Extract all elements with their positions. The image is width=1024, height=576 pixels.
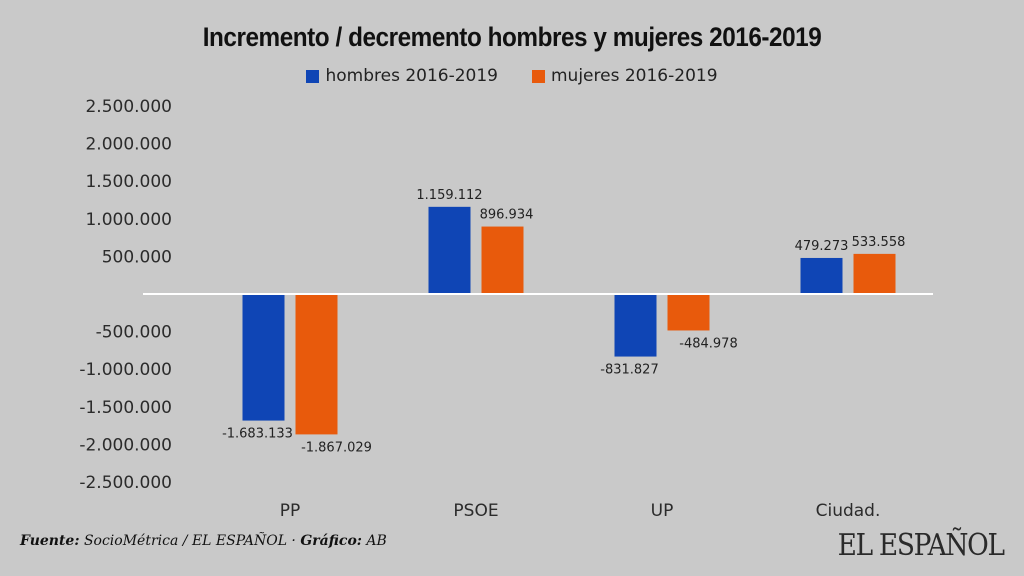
x-tick-label: UP bbox=[651, 501, 674, 521]
source-label: Fuente: bbox=[20, 533, 80, 549]
legend-swatch-mujeres bbox=[532, 69, 545, 83]
y-tick-label: 2.000.000 bbox=[85, 135, 172, 155]
source-footer: Fuente: SocioMétrica / EL ESPAÑOL · Gráf… bbox=[20, 533, 387, 549]
bar-hombres-pp bbox=[242, 294, 285, 421]
data-label: 479.273 bbox=[795, 239, 849, 254]
graphic-text: AB bbox=[361, 533, 387, 549]
legend-swatch-hombres bbox=[306, 69, 320, 83]
bar-hombres-psoe bbox=[428, 206, 471, 294]
data-label: 533.558 bbox=[852, 235, 906, 250]
graphic-label: Gráfico: bbox=[300, 533, 362, 549]
y-tick-label: 1.500.000 bbox=[85, 172, 172, 192]
x-tick-label: PP bbox=[280, 501, 301, 521]
x-tick-label: Ciudad. bbox=[816, 501, 881, 521]
y-tick-label: -2.500.000 bbox=[79, 473, 172, 493]
bar-mujeres-pp bbox=[295, 294, 338, 435]
bar-hombres-ciudad bbox=[800, 257, 843, 294]
bar-mujeres-psoe bbox=[481, 226, 524, 294]
data-label: -484.978 bbox=[679, 336, 737, 351]
data-label: -831.827 bbox=[600, 363, 658, 378]
data-label: 1.159.112 bbox=[416, 188, 482, 203]
y-tick-label: 2.500.000 bbox=[85, 97, 172, 117]
legend-item-mujeres: mujeres 2016-2019 bbox=[532, 66, 718, 86]
legend-label-hombres: hombres 2016-2019 bbox=[325, 66, 498, 86]
bar-hombres-up bbox=[614, 294, 657, 357]
legend-item-hombres: hombres 2016-2019 bbox=[306, 66, 498, 86]
legend: hombres 2016-2019 mujeres 2016-2019 bbox=[0, 66, 1024, 86]
data-label: 896.934 bbox=[480, 208, 534, 223]
brand-logo: EL ESPAÑOL bbox=[837, 528, 1005, 563]
y-tick-label: -1.500.000 bbox=[79, 398, 172, 418]
chart-title: Incremento / decremento hombres y mujere… bbox=[202, 22, 822, 52]
data-label: -1.867.029 bbox=[301, 440, 372, 455]
y-tick-label: -1.000.000 bbox=[79, 360, 172, 380]
y-tick-label: -500.000 bbox=[96, 323, 172, 343]
x-tick-label: PSOE bbox=[453, 501, 498, 521]
source-text: SocioMétrica / EL ESPAÑOL · bbox=[79, 533, 301, 549]
data-label: -1.683.133 bbox=[222, 427, 293, 442]
legend-label-mujeres: mujeres 2016-2019 bbox=[551, 66, 718, 86]
y-tick-label: -2.000.000 bbox=[79, 435, 172, 455]
bar-mujeres-up bbox=[667, 294, 710, 331]
bar-mujeres-ciudad bbox=[853, 253, 896, 294]
y-tick-label: 500.000 bbox=[102, 247, 172, 267]
y-tick-label: 1.000.000 bbox=[85, 210, 172, 230]
